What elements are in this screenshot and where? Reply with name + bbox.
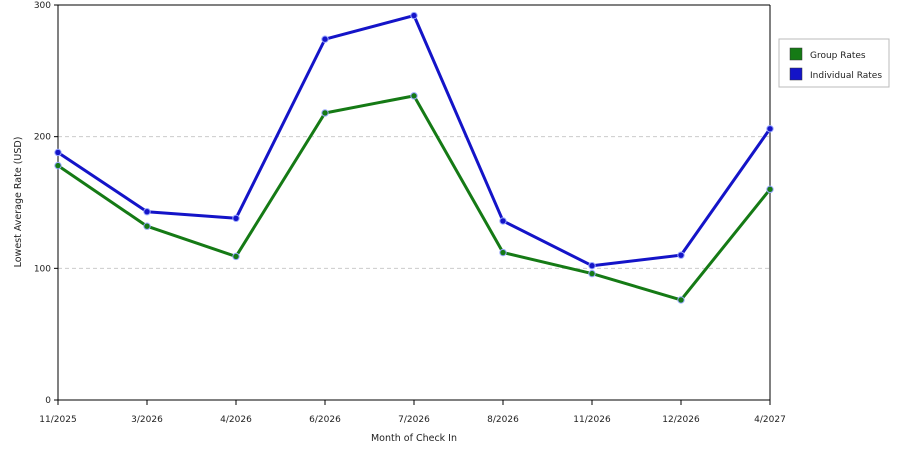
series-line — [57, 94, 772, 302]
x-ticks: 11/2025 3/2026 4/2026 6/2026 7/2026 8/2026 11/… — [39, 400, 786, 425]
x-tick-label: 4/2026 — [220, 415, 252, 425]
series-group-rates — [54, 92, 774, 304]
x-tick-label: 8/2026 — [487, 415, 519, 425]
data-point — [766, 125, 774, 133]
data-point — [588, 269, 596, 278]
data-point — [321, 109, 329, 117]
legend-label: Individual Rates — [810, 71, 882, 81]
y-tick-label: 100 — [34, 264, 51, 274]
x-tick-label: 7/2026 — [398, 415, 430, 425]
series-line — [57, 14, 772, 268]
grid-lines — [58, 136, 770, 269]
x-tick-label: 6/2026 — [309, 415, 341, 425]
data-point — [766, 185, 774, 194]
y-axis-title: Lowest Average Rate (USD) — [13, 137, 24, 268]
x-tick-label: 12/2026 — [662, 415, 700, 425]
x-axis-title: Month of Check In — [371, 433, 457, 444]
x-tick-label: 3/2026 — [131, 415, 163, 425]
legend-swatch — [789, 47, 803, 61]
series-layer — [54, 11, 774, 304]
legend-label: Group Rates — [810, 51, 866, 61]
data-point — [410, 11, 418, 20]
legend: Group Rates Individual Rates — [778, 38, 890, 88]
data-point — [677, 251, 685, 259]
y-tick-label: 0 — [45, 396, 51, 406]
data-point — [410, 92, 418, 100]
y-tick-label: 200 — [34, 133, 51, 143]
y-tick-label: 300 — [34, 1, 51, 11]
legend-swatch — [789, 67, 803, 81]
series-individual-rates — [54, 11, 774, 270]
data-point — [499, 248, 507, 257]
x-tick-label: 4/2027 — [754, 415, 786, 425]
axes — [57, 4, 771, 401]
x-tick-label: 11/2025 — [39, 415, 76, 425]
data-point — [588, 262, 596, 270]
data-point — [232, 214, 240, 223]
data-point — [677, 296, 685, 304]
data-point — [143, 208, 151, 216]
data-point — [321, 35, 329, 43]
data-point — [143, 222, 151, 230]
x-tick-label: 11/2026 — [573, 415, 611, 425]
data-point — [232, 252, 240, 261]
y-ticks: 0 100 200 300 — [34, 1, 58, 406]
data-point — [499, 217, 507, 225]
data-point — [54, 161, 62, 170]
data-point — [54, 148, 62, 157]
